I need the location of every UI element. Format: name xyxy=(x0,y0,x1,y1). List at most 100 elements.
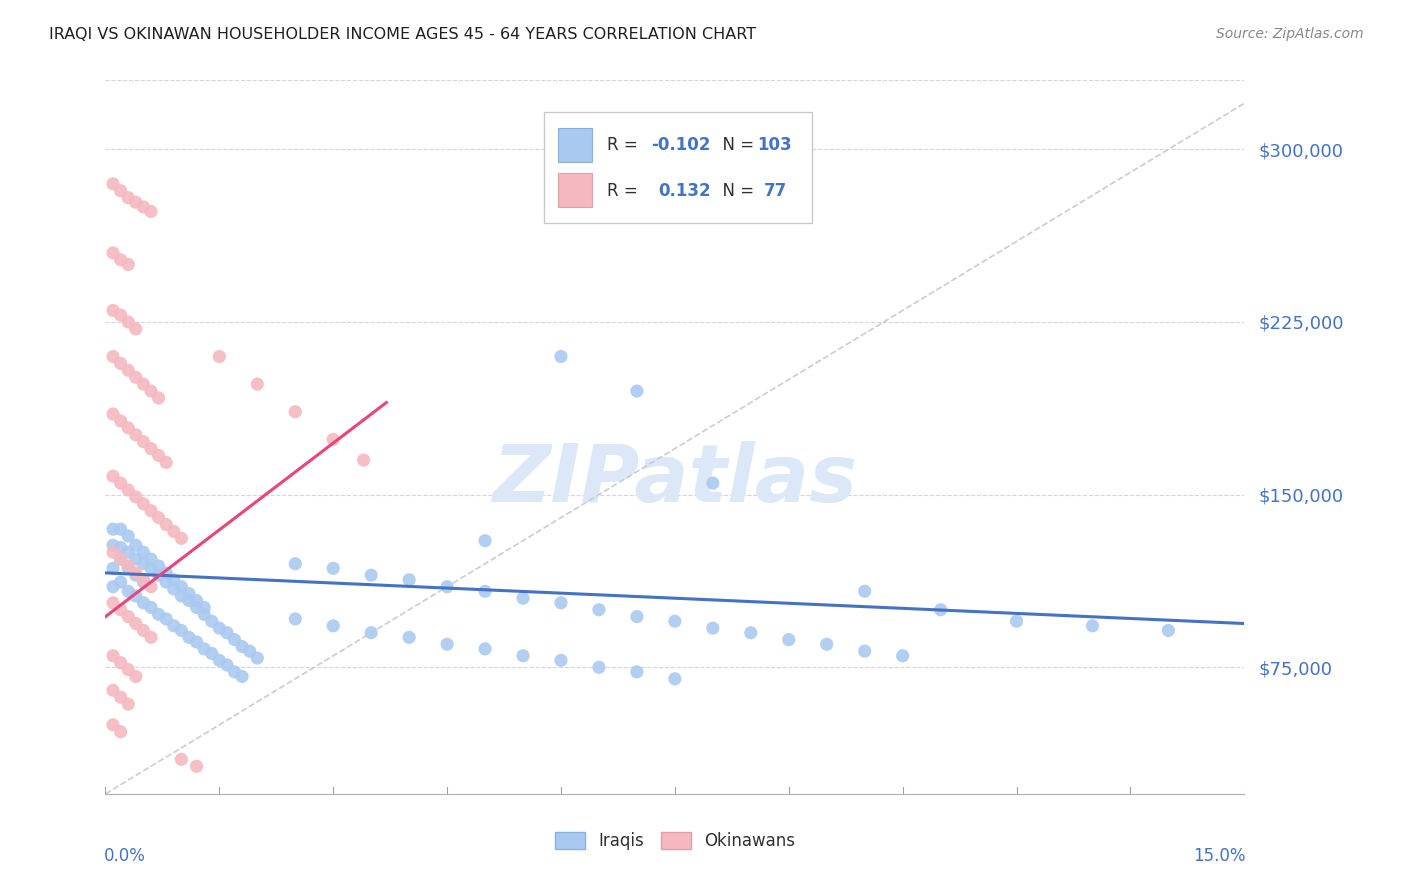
Point xyxy=(193,641,215,656)
Point xyxy=(101,580,124,594)
Point xyxy=(139,204,162,219)
Text: 77: 77 xyxy=(763,182,787,201)
Point xyxy=(163,524,186,539)
Point xyxy=(231,640,253,654)
Point xyxy=(664,614,686,628)
Point xyxy=(139,552,162,566)
Point xyxy=(186,635,208,649)
Point xyxy=(1081,619,1104,633)
Point xyxy=(110,552,132,566)
Point xyxy=(101,561,124,575)
Point xyxy=(474,641,496,656)
Point xyxy=(125,568,148,582)
Point xyxy=(101,350,124,364)
Point xyxy=(101,683,124,698)
Point xyxy=(139,561,162,575)
Point xyxy=(117,421,139,435)
Point xyxy=(177,631,200,645)
Point xyxy=(101,718,124,732)
Point xyxy=(246,377,269,392)
Point xyxy=(139,600,162,615)
Point xyxy=(322,433,344,447)
Point xyxy=(117,529,139,543)
Point xyxy=(110,252,132,267)
Text: -0.102: -0.102 xyxy=(651,136,710,154)
FancyBboxPatch shape xyxy=(558,173,592,207)
Point xyxy=(170,752,193,766)
Point xyxy=(186,593,208,607)
Point xyxy=(101,246,124,260)
Point xyxy=(588,660,610,674)
Text: 0.132: 0.132 xyxy=(658,182,710,201)
Point xyxy=(163,573,186,587)
Text: 0.0%: 0.0% xyxy=(104,847,146,865)
Point xyxy=(101,522,124,536)
Point xyxy=(322,619,344,633)
Point xyxy=(117,483,139,497)
Point xyxy=(224,665,246,679)
Point xyxy=(132,377,155,392)
Point xyxy=(1157,624,1180,638)
Point xyxy=(125,616,148,631)
Point xyxy=(110,356,132,370)
Point xyxy=(155,575,177,590)
Point xyxy=(125,490,148,504)
Point xyxy=(550,596,572,610)
Point xyxy=(132,434,155,449)
Point xyxy=(132,545,155,559)
Point xyxy=(284,557,307,571)
Point xyxy=(193,607,215,622)
Point xyxy=(186,600,208,615)
Point xyxy=(117,663,139,677)
Point xyxy=(125,538,148,552)
Point xyxy=(550,653,572,667)
Point xyxy=(474,533,496,548)
Point xyxy=(398,631,420,645)
Point xyxy=(626,384,648,398)
Text: Source: ZipAtlas.com: Source: ZipAtlas.com xyxy=(1216,27,1364,41)
Point xyxy=(110,476,132,491)
Point xyxy=(125,195,148,210)
Point xyxy=(360,568,382,582)
Point xyxy=(117,584,139,599)
Point xyxy=(117,609,139,624)
Point xyxy=(853,644,876,658)
Point xyxy=(815,637,838,651)
Text: 103: 103 xyxy=(756,136,792,154)
Point xyxy=(110,690,132,705)
Point xyxy=(125,427,148,442)
Point xyxy=(201,647,224,661)
Point xyxy=(132,596,155,610)
Legend: Iraqis, Okinawans: Iraqis, Okinawans xyxy=(548,825,801,857)
Point xyxy=(398,573,420,587)
Point xyxy=(117,191,139,205)
Point xyxy=(231,669,253,683)
Point xyxy=(155,612,177,626)
Point xyxy=(155,566,177,580)
Point xyxy=(101,303,124,318)
Point xyxy=(132,573,155,587)
Point xyxy=(626,609,648,624)
Point xyxy=(132,557,155,571)
Point xyxy=(101,648,124,663)
Point xyxy=(626,665,648,679)
Point xyxy=(117,363,139,377)
Point xyxy=(170,580,193,594)
Point xyxy=(177,586,200,600)
Point xyxy=(512,591,534,606)
Point xyxy=(139,631,162,645)
Point xyxy=(110,522,132,536)
Point xyxy=(170,624,193,638)
Point xyxy=(163,619,186,633)
Point xyxy=(177,593,200,607)
Point xyxy=(132,624,155,638)
Point xyxy=(110,414,132,428)
Point xyxy=(208,621,231,635)
Point xyxy=(132,497,155,511)
Point xyxy=(208,350,231,364)
Point xyxy=(284,405,307,419)
Point xyxy=(139,442,162,456)
Point xyxy=(155,517,177,532)
Point xyxy=(474,584,496,599)
Point xyxy=(125,669,148,683)
